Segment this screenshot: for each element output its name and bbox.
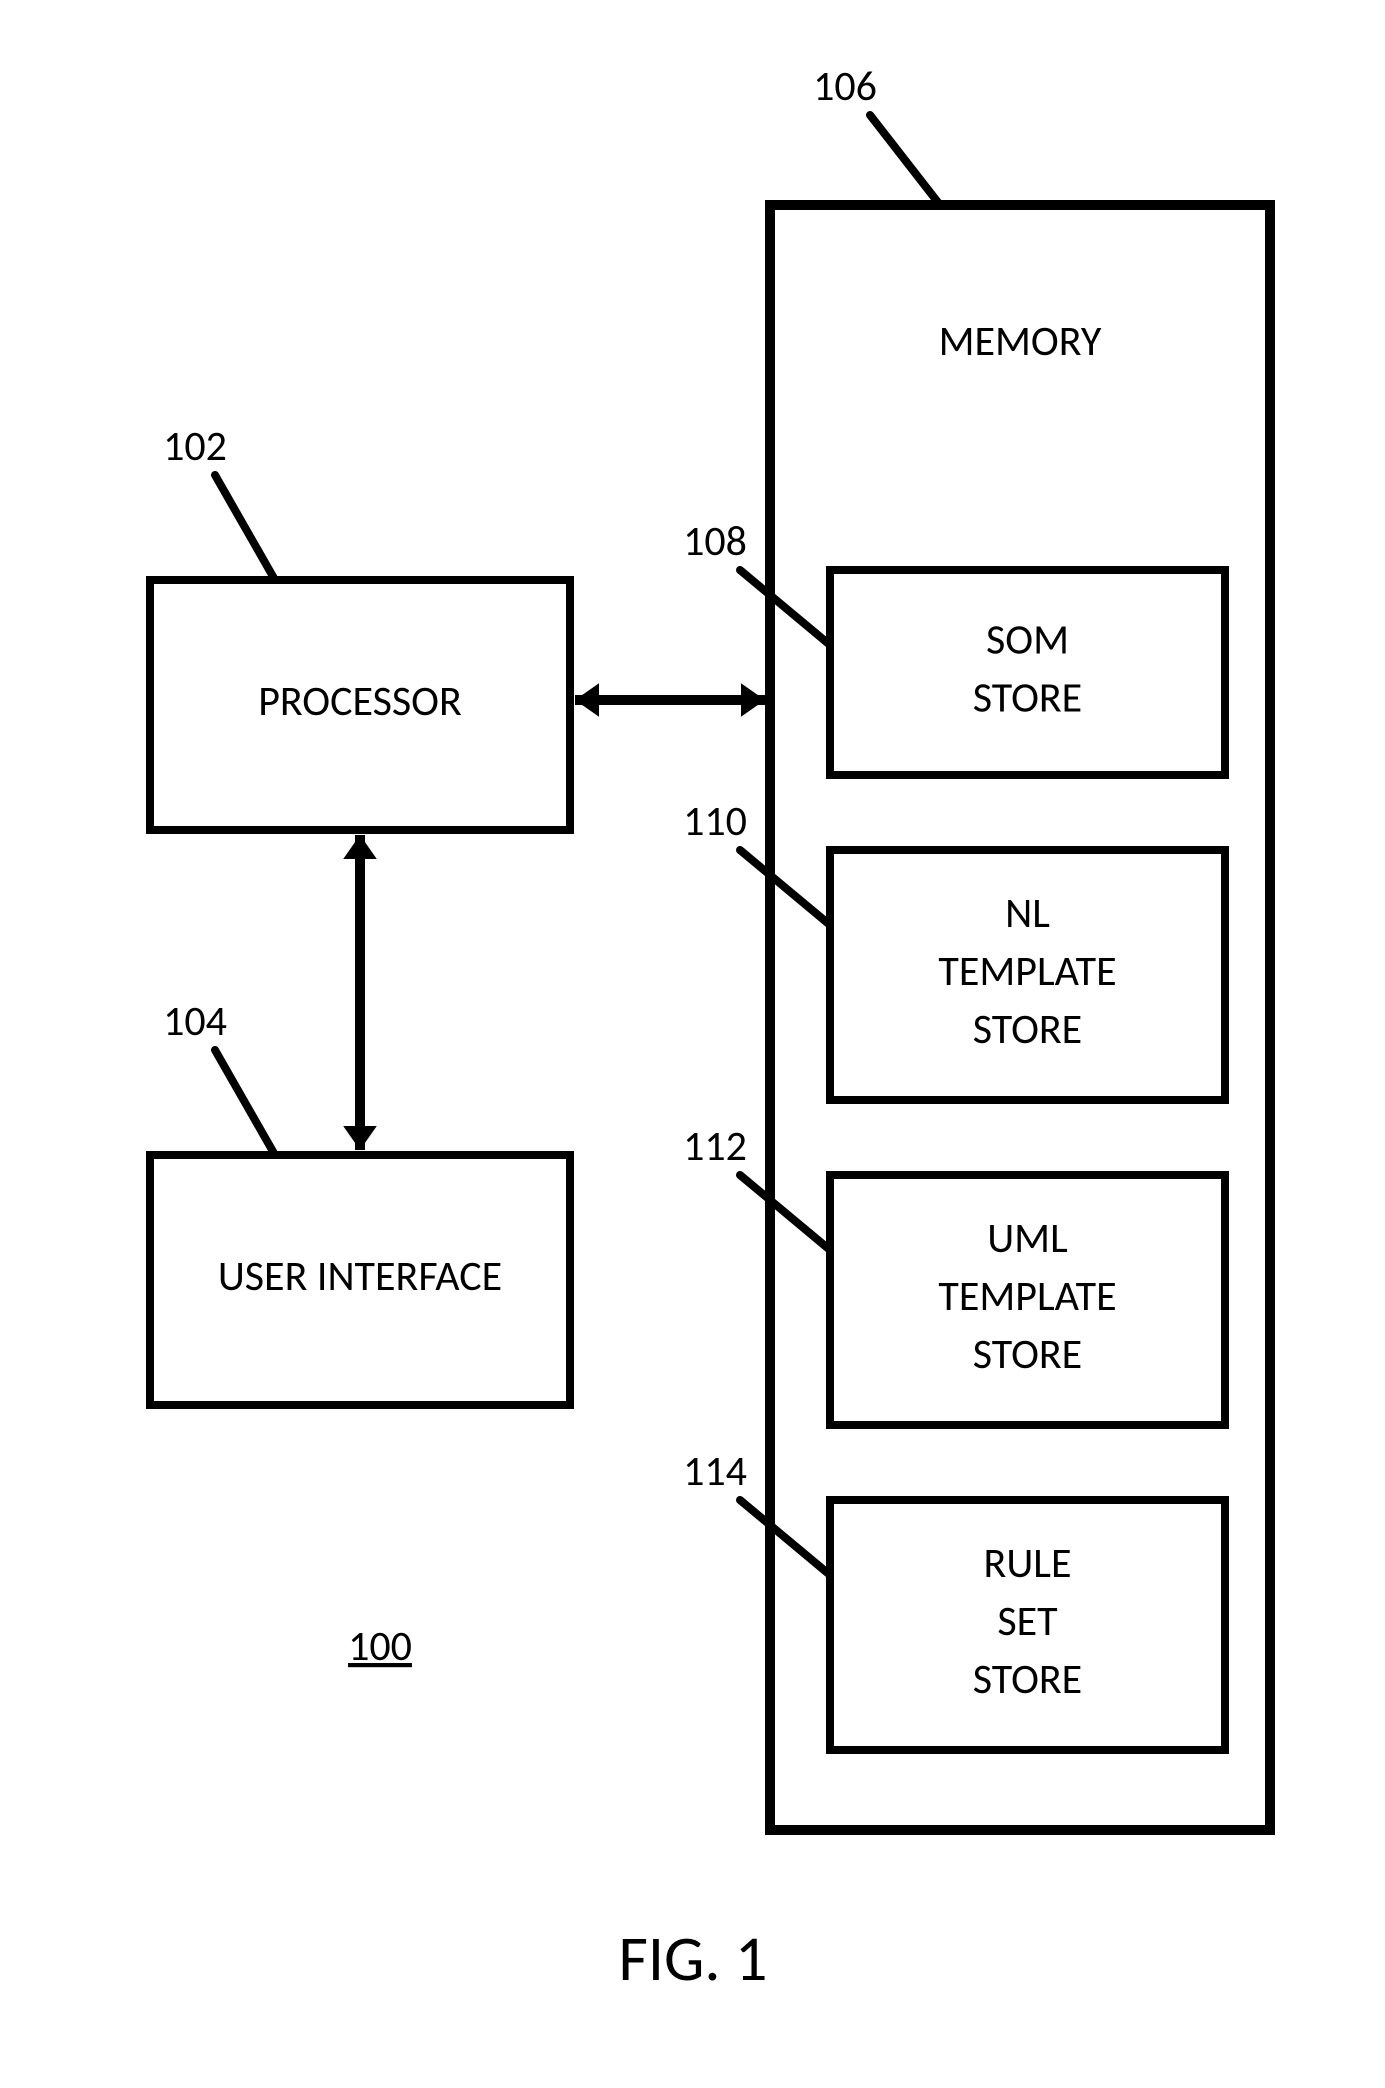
- processor-leader: [215, 475, 275, 580]
- uml_template_store-ref: 112: [683, 1121, 747, 1172]
- figure-label: FIG. 1: [619, 1920, 768, 1998]
- rule_set_store-ref: 114: [683, 1446, 747, 1497]
- nl_template_store-ref: 110: [683, 796, 747, 847]
- memory-label: MEMORY: [939, 316, 1102, 367]
- ui-leader: [215, 1050, 275, 1155]
- memory-leader: [870, 115, 940, 205]
- block-diagram: MEMORY106SOMSTORE108NLTEMPLATESTORE110UM…: [0, 0, 1385, 2088]
- som_store-ref: 108: [683, 516, 747, 567]
- processor-label: PROCESSOR: [258, 676, 462, 727]
- ui-label: USER INTERFACE: [218, 1251, 502, 1302]
- system-ref: 100: [348, 1621, 412, 1672]
- ui-ref: 104: [163, 996, 227, 1047]
- memory-ref: 106: [813, 61, 877, 112]
- processor-ref: 102: [163, 421, 227, 472]
